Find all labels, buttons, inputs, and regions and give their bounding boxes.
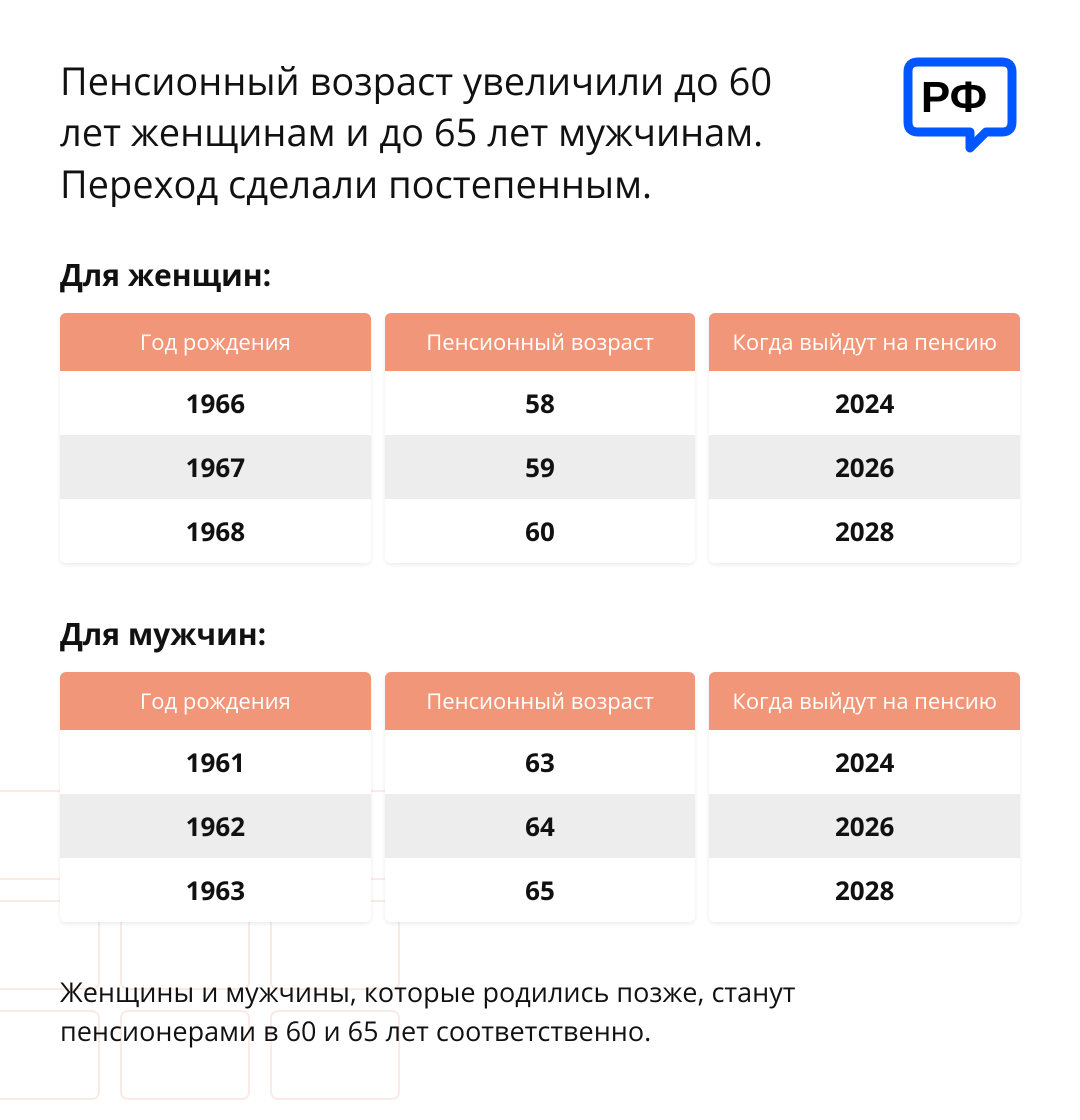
- column-header: Когда выйдут на пенсию: [709, 672, 1020, 730]
- table-cell: 58: [385, 371, 696, 435]
- table-cell: 65: [385, 858, 696, 922]
- table-cell: 2024: [709, 730, 1020, 794]
- table-cell: 64: [385, 794, 696, 858]
- page-container: Пенсионный возраст увеличили до 60 лет ж…: [0, 0, 1080, 1050]
- table-cell: 2028: [709, 858, 1020, 922]
- table-cell: 1963: [60, 858, 371, 922]
- column-header: Год рождения: [60, 672, 371, 730]
- page-title: Пенсионный возраст увеличили до 60 лет ж…: [60, 56, 800, 210]
- table-cell: 2026: [709, 435, 1020, 499]
- table-cell: 2026: [709, 794, 1020, 858]
- men-section-title: Для мужчин:: [60, 613, 1020, 654]
- table-cell: 60: [385, 499, 696, 563]
- table-cell: 2024: [709, 371, 1020, 435]
- table-column: Когда выйдут на пенсию202420262028: [709, 672, 1020, 922]
- table-column: Год рождения196119621963: [60, 672, 371, 922]
- men-table: Год рождения196119621963Пенсионный возра…: [60, 672, 1020, 922]
- table-cell: 1966: [60, 371, 371, 435]
- table-column: Когда выйдут на пенсию202420262028: [709, 313, 1020, 563]
- rf-logo: РФ: [900, 50, 1020, 165]
- women-section: Для женщин: Год рождения196619671968Пенс…: [60, 254, 1020, 563]
- table-column: Год рождения196619671968: [60, 313, 371, 563]
- men-section: Для мужчин: Год рождения196119621963Пенс…: [60, 613, 1020, 922]
- table-cell: 63: [385, 730, 696, 794]
- column-header: Когда выйдут на пенсию: [709, 313, 1020, 371]
- table-cell: 1962: [60, 794, 371, 858]
- column-header: Пенсионный возраст: [385, 672, 696, 730]
- header: Пенсионный возраст увеличили до 60 лет ж…: [60, 56, 1020, 210]
- logo-text: РФ: [921, 73, 987, 122]
- women-table: Год рождения196619671968Пенсионный возра…: [60, 313, 1020, 563]
- women-section-title: Для женщин:: [60, 254, 1020, 295]
- table-cell: 59: [385, 435, 696, 499]
- table-cell: 1968: [60, 499, 371, 563]
- column-header: Год рождения: [60, 313, 371, 371]
- table-column: Пенсионный возраст636465: [385, 672, 696, 922]
- table-cell: 2028: [709, 499, 1020, 563]
- footnote-text: Женщины и мужчины, которые родились позж…: [60, 972, 920, 1050]
- column-header: Пенсионный возраст: [385, 313, 696, 371]
- table-cell: 1961: [60, 730, 371, 794]
- table-column: Пенсионный возраст585960: [385, 313, 696, 563]
- table-cell: 1967: [60, 435, 371, 499]
